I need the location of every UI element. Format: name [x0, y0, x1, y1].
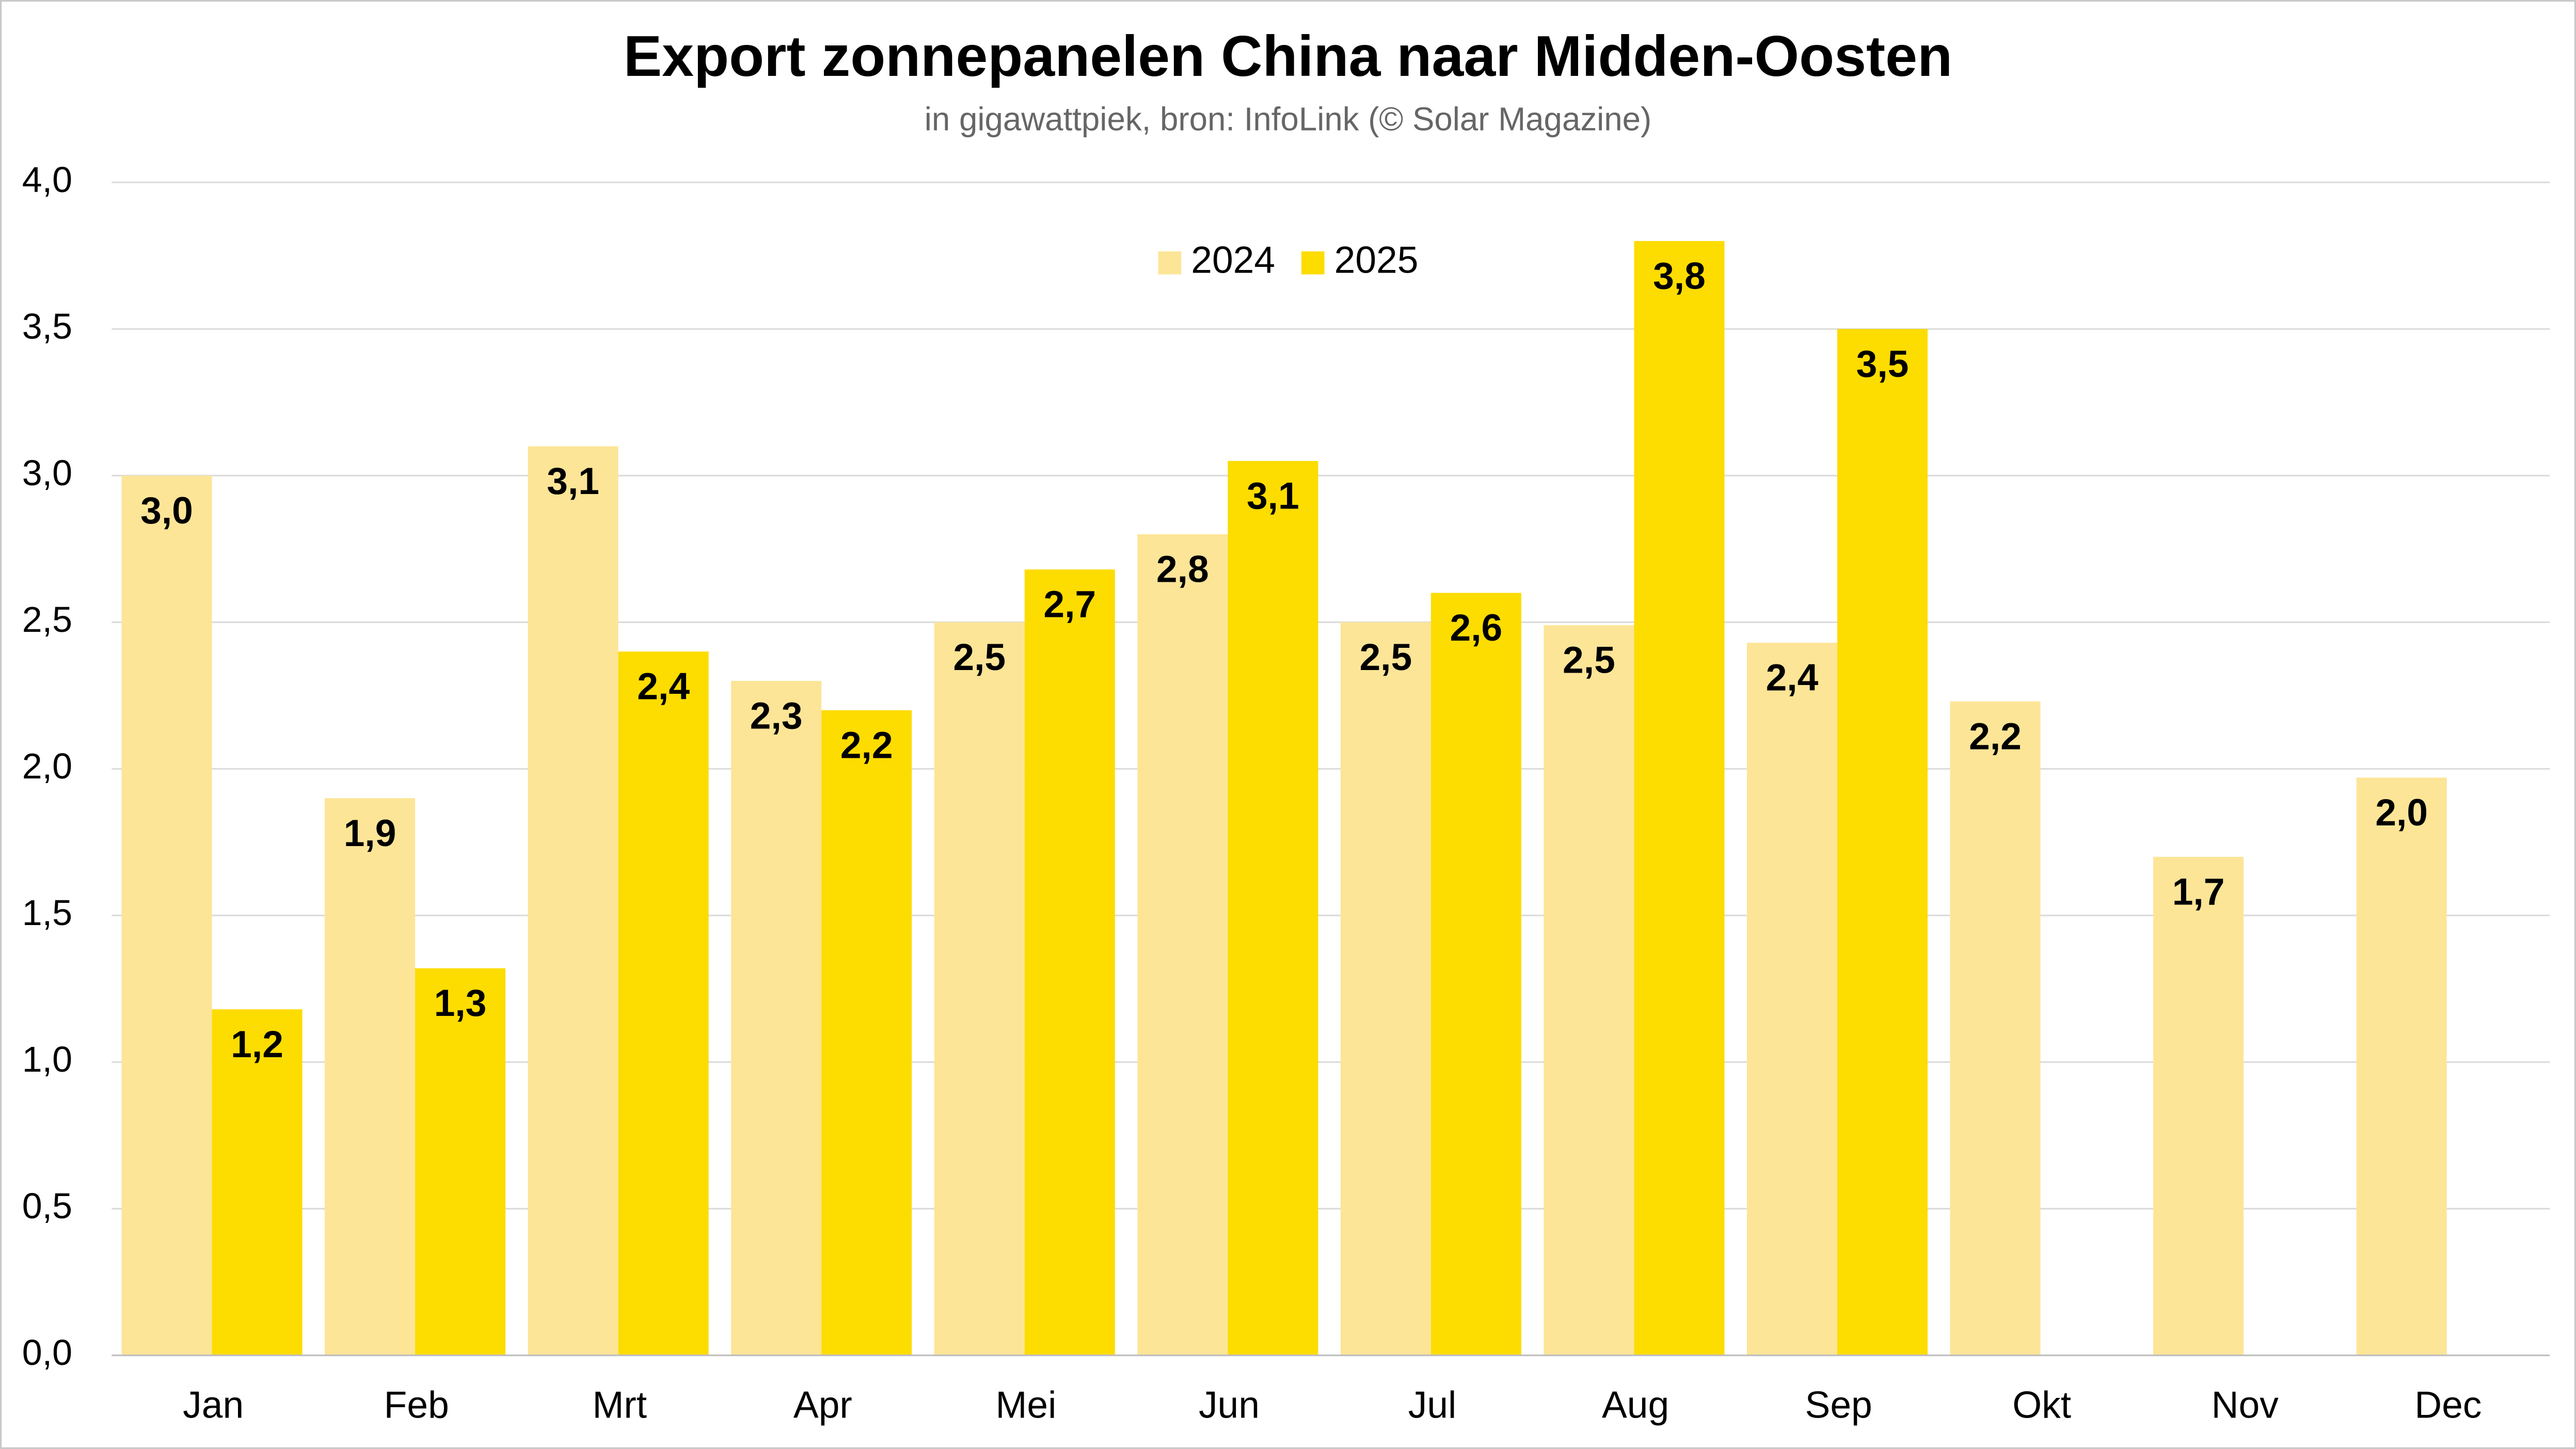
value-label: 2,4: [637, 665, 690, 708]
value-label: 2,6: [1450, 607, 1503, 649]
x-tick-label: Dec: [2414, 1384, 2482, 1426]
value-label: 2,5: [953, 636, 1006, 678]
y-tick-label: 4,0: [22, 160, 72, 200]
value-label: 2,4: [1766, 657, 1819, 699]
x-tick-label: Nov: [2212, 1384, 2279, 1426]
bar: [1430, 593, 1521, 1356]
bar: [2356, 777, 2447, 1356]
y-tick-label: 3,0: [22, 453, 72, 493]
bar: [1228, 460, 1318, 1356]
bar: [528, 446, 618, 1356]
bar: [731, 681, 822, 1356]
bar: [1544, 625, 1634, 1356]
x-tick-label: Jan: [183, 1384, 244, 1426]
value-label: 2,2: [840, 724, 893, 766]
x-tick-label: Sep: [1805, 1384, 1872, 1426]
chart-subtitle: in gigawattpiek, bron: InfoLink (© Solar…: [925, 101, 1651, 137]
value-label: 2,5: [1563, 639, 1615, 681]
x-tick-label: Mei: [995, 1384, 1056, 1426]
bar: [1024, 569, 1115, 1356]
value-label: 3,8: [1653, 254, 1706, 297]
x-tick-label: Feb: [384, 1384, 449, 1426]
bar: [1137, 534, 1228, 1356]
x-tick-label: Apr: [793, 1384, 852, 1426]
value-label: 2,2: [1969, 715, 2022, 757]
x-tick-label: Jul: [1408, 1384, 1457, 1426]
bar: [618, 651, 709, 1356]
bar: [212, 1009, 303, 1356]
chart-title: Export zonnepanelen China naar Midden-Oo…: [624, 24, 1952, 88]
x-tick-label: Aug: [1602, 1384, 1669, 1426]
y-tick-label: 1,0: [22, 1039, 72, 1079]
value-label: 2,8: [1156, 548, 1209, 591]
bar: [1340, 622, 1431, 1356]
bar: [415, 968, 506, 1356]
y-tick-label: 1,5: [22, 893, 72, 933]
legend-swatch: [1301, 251, 1325, 275]
legend-swatch: [1158, 251, 1182, 275]
value-label: 2,3: [750, 695, 803, 737]
bar: [1950, 701, 2041, 1356]
legend-label: 2024: [1191, 239, 1275, 281]
bar: [325, 798, 416, 1356]
bar: [1837, 329, 1928, 1356]
y-tick-label: 2,0: [22, 746, 72, 786]
y-tick-label: 0,5: [22, 1186, 72, 1226]
bar: [934, 622, 1025, 1356]
value-label: 1,7: [2172, 870, 2225, 913]
x-tick-label: Okt: [2012, 1384, 2071, 1426]
value-label: 3,1: [1247, 474, 1299, 517]
value-label: 3,0: [140, 489, 193, 532]
bar: [821, 710, 912, 1356]
value-label: 1,9: [344, 812, 396, 854]
bar: [1634, 241, 1725, 1356]
value-label: 3,1: [547, 460, 599, 502]
bar: [1746, 643, 1837, 1356]
y-tick-label: 0,0: [22, 1332, 72, 1373]
legend-label: 2025: [1334, 239, 1419, 281]
bar: [121, 475, 212, 1356]
y-tick-label: 3,5: [22, 306, 72, 346]
value-label: 2,0: [2375, 791, 2428, 834]
value-label: 2,5: [1359, 636, 1412, 678]
x-tick-label: Mrt: [592, 1384, 647, 1426]
value-label: 1,3: [434, 982, 487, 1024]
value-label: 2,7: [1043, 583, 1096, 626]
x-tick-label: Jun: [1199, 1384, 1260, 1426]
y-tick-label: 2,5: [22, 599, 72, 640]
value-label: 3,5: [1856, 343, 1909, 385]
value-label: 1,2: [231, 1023, 283, 1065]
bar: [2153, 856, 2244, 1356]
